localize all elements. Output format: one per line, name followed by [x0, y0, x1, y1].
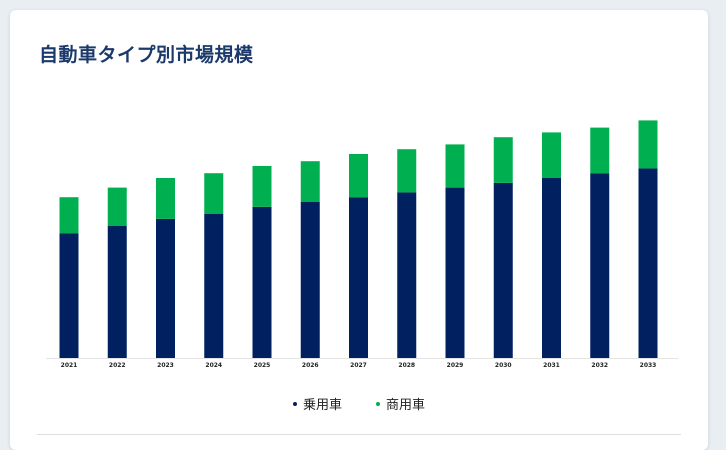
legend-label-commercial: 商用車: [386, 398, 426, 413]
bar-commercial-2021[interactable]: [59, 197, 79, 234]
chart-title: 自動車タイプ別市場規模: [39, 44, 254, 66]
bar-commercial-2027[interactable]: [349, 154, 368, 198]
x-tick-label: 2027: [350, 362, 367, 369]
x-tick-label: 2028: [398, 362, 415, 369]
x-tick-label: 2031: [543, 362, 560, 369]
x-tick-label: 2021: [61, 362, 78, 369]
legend-dot-commercial: [376, 401, 380, 406]
legend-item-commercial[interactable]: 商用車: [376, 394, 425, 413]
x-tick-label: 2023: [157, 362, 174, 369]
x-tick-label: 2026: [302, 362, 319, 369]
bar-commercial-2031[interactable]: [542, 132, 561, 178]
legend-label-passenger: 乗用車: [302, 398, 342, 413]
legend: 乗用車 商用車: [10, 394, 708, 413]
bar-commercial-2025[interactable]: [252, 166, 272, 207]
bar-passenger-2032[interactable]: [590, 173, 610, 358]
bar-passenger-2024[interactable]: [204, 214, 224, 358]
x-tick-label: 2030: [495, 362, 512, 369]
divider: [37, 434, 681, 435]
bar-commercial-2029[interactable]: [445, 144, 465, 188]
bar-commercial-2022[interactable]: [107, 187, 127, 226]
bar-passenger-2029[interactable]: [445, 187, 465, 358]
bar-passenger-2028[interactable]: [397, 192, 417, 358]
x-tick-label: 2022: [109, 362, 126, 369]
x-tick-label: 2033: [640, 362, 657, 369]
bar-commercial-2023[interactable]: [156, 178, 175, 219]
bar-passenger-2025[interactable]: [252, 206, 272, 358]
bar-commercial-2033[interactable]: [638, 120, 658, 169]
bar-commercial-2024[interactable]: [204, 173, 224, 214]
bar-passenger-2033[interactable]: [638, 168, 658, 358]
x-tick-label: 2025: [254, 362, 271, 369]
bar-passenger-2026[interactable]: [300, 202, 320, 358]
bar-passenger-2030[interactable]: [493, 182, 513, 358]
chart-card: 自動車タイプ別市場規模 2021 2022 2023 2024 2025 2026 2027…: [10, 10, 708, 450]
legend-dot-passenger: [292, 401, 297, 406]
bar-commercial-2030[interactable]: [493, 137, 513, 183]
bar-chart: 2021 2022 2023 2024 2025 2026 2027 2028 2029 2030…: [46, 120, 678, 369]
bar-passenger-2021[interactable]: [59, 233, 79, 358]
bar-passenger-2023[interactable]: [156, 218, 175, 358]
bar-passenger-2027[interactable]: [349, 197, 368, 358]
x-tick-label: 2032: [591, 362, 608, 369]
bar-passenger-2031[interactable]: [542, 178, 561, 358]
bar-commercial-2028[interactable]: [397, 149, 417, 193]
x-tick-label: 2029: [447, 362, 464, 369]
bar-passenger-2022[interactable]: [107, 226, 127, 358]
bar-commercial-2032[interactable]: [590, 127, 610, 174]
bar-commercial-2026[interactable]: [300, 161, 320, 202]
legend-item-passenger[interactable]: 乗用車: [292, 394, 342, 413]
x-tick-label: 2024: [205, 362, 222, 369]
